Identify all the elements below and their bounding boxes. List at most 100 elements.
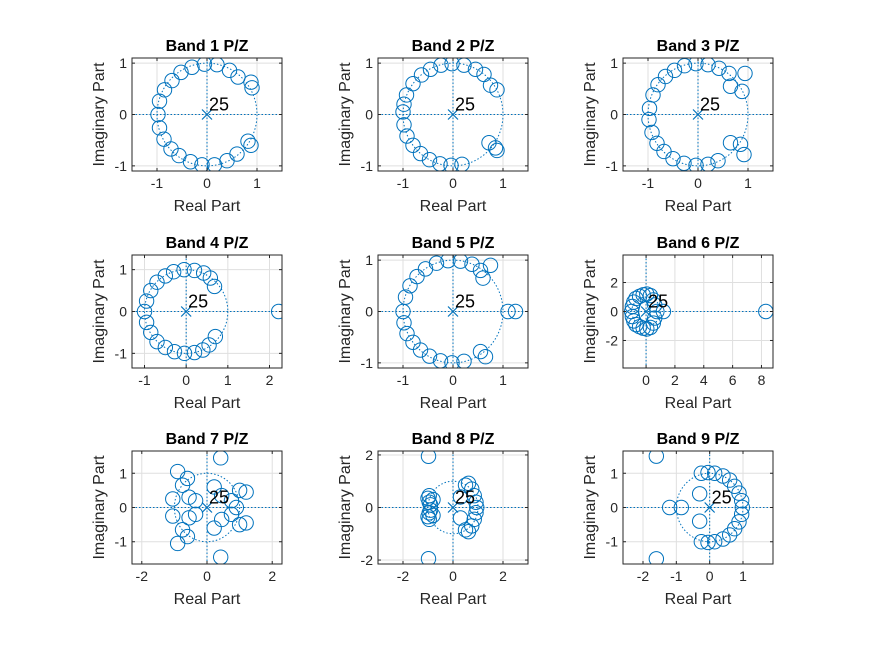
zero-marker (187, 506, 204, 523)
zero-marker (467, 61, 484, 78)
zero-marker (443, 157, 459, 171)
zero-marker (731, 514, 747, 530)
y-tick-label: -1 (606, 534, 619, 550)
x-axis-label: Real Part (420, 591, 487, 608)
zero-marker (206, 278, 223, 295)
y-tick-label: 1 (119, 262, 127, 278)
data-layer (623, 255, 773, 368)
unit-circle (427, 480, 479, 535)
pole-marker (447, 502, 459, 513)
zero-marker (184, 59, 200, 75)
zero-marker (229, 146, 245, 162)
subplot-band-6: 25 0 2 4 6 8 -2 0 2 Band 6 P/Z Real Part Imaginary … (582, 235, 774, 412)
zero-marker (238, 515, 254, 531)
zero-marker (487, 140, 504, 156)
zero-marker (176, 261, 192, 278)
zero-marker (421, 348, 438, 364)
y-tick-label: 2 (365, 447, 373, 463)
zero-marker (243, 74, 259, 90)
y-axis-label: Imaginary Part (582, 259, 599, 364)
x-tick-label: 0 (449, 175, 457, 191)
zero-marker (395, 104, 411, 120)
zero-marker (661, 499, 678, 516)
zero-marker (732, 136, 749, 152)
subplot-band-4: 25 -1 0 1 2 -1 0 1 Band 4 P/Z Real Part Imaginary … (91, 235, 283, 412)
pole-marker (447, 306, 459, 317)
zero-marker (244, 80, 260, 96)
zero-marker (270, 303, 282, 320)
zero-marker (472, 262, 489, 279)
zero-marker (402, 278, 418, 294)
zero-marker (676, 58, 693, 74)
zero-marker (187, 492, 204, 509)
y-axis-label: Imaginary Part (91, 259, 108, 364)
y-tick-label: -1 (606, 158, 619, 174)
zero-marker (143, 282, 159, 299)
x-tick-label: 2 (499, 568, 507, 584)
zero-marker (693, 534, 710, 550)
y-tick-label: 1 (610, 465, 618, 481)
zero-marker (691, 486, 708, 502)
unit-circle (402, 62, 504, 167)
y-tick-label: 1 (119, 55, 127, 71)
y-tick-label: 0 (610, 107, 618, 123)
subplot-band-1: 25 -1 0 1 -1 0 1 Band 1 P/Z Real Part Imaginary P… (91, 38, 283, 215)
zero-marker (186, 344, 203, 361)
zero-marker (201, 337, 217, 353)
x-tick-label: 0 (203, 175, 211, 191)
zero-marker (396, 96, 412, 112)
zero-marker (399, 128, 415, 144)
y-tick-label: 0 (610, 304, 618, 320)
zero-marker (649, 303, 665, 320)
zero-marker (195, 265, 212, 281)
zero-marker (628, 316, 644, 333)
zero-marker (150, 106, 166, 123)
pole-marker (201, 109, 213, 120)
zero-marker (466, 487, 482, 504)
zero-marker (417, 261, 434, 277)
x-tick-label: 0 (449, 568, 457, 584)
zero-marker (665, 150, 681, 167)
zero-marker (425, 491, 441, 508)
x-tick-label: -1 (138, 372, 151, 388)
x-tick-label: -1 (151, 175, 164, 191)
zero-marker (489, 142, 505, 159)
zero-marker (466, 511, 482, 528)
zero-marker (700, 534, 716, 551)
zero-marker (721, 65, 737, 82)
x-tick-label: 1 (739, 568, 747, 584)
x-axis-label: Real Part (420, 395, 487, 412)
zero-marker (722, 135, 739, 151)
pole-count-label: 25 (209, 488, 229, 508)
zero-marker (456, 58, 472, 73)
subplot-title: Band 8 P/Z (412, 431, 495, 448)
zero-marker (642, 287, 659, 304)
pole-count-label: 25 (209, 95, 229, 115)
data-layer (378, 58, 528, 171)
zero-marker (500, 303, 516, 320)
zero-marker (464, 256, 480, 272)
subplot-title: Band 7 P/Z (166, 431, 249, 448)
y-tick-label: 1 (610, 55, 618, 71)
zero-marker (454, 156, 470, 171)
zero-marker (166, 343, 183, 360)
zero-marker (420, 551, 437, 564)
zero-marker (420, 451, 437, 464)
x-tick-label: 2 (266, 372, 274, 388)
zero-marker (673, 499, 690, 516)
y-tick-label: 1 (365, 252, 373, 268)
zero-marker (179, 528, 196, 545)
y-tick-label: 0 (119, 107, 127, 123)
x-tick-label: 0 (449, 372, 457, 388)
zero-marker (477, 349, 494, 365)
x-axis-label: Real Part (174, 198, 241, 215)
pole-count-label: 25 (455, 488, 475, 508)
zero-marker (700, 156, 716, 171)
zero-marker (396, 117, 412, 133)
zero-marker (734, 499, 751, 516)
y-axis-label: Imaginary Part (337, 259, 354, 364)
zero-marker (212, 549, 229, 564)
zero-marker (143, 324, 159, 341)
x-tick-label: -1 (397, 175, 410, 191)
